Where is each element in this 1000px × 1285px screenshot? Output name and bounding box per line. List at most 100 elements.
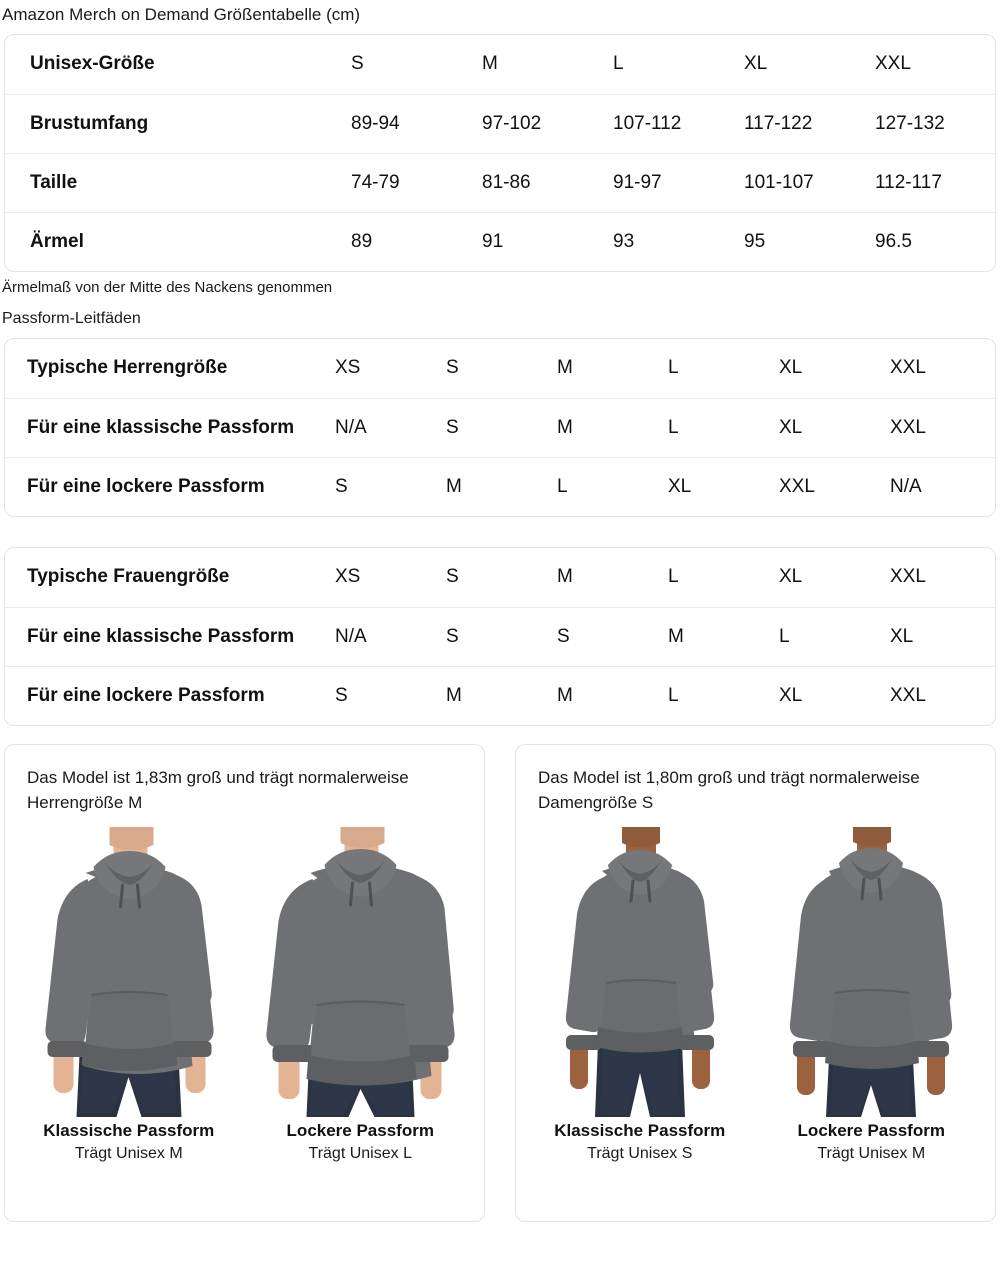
male-classic-fit-figure: Klassische Passform Trägt Unisex M [13, 827, 245, 1221]
unisex-size-table: Unisex-Größe S M L XL XXL Brustumfang 89… [5, 35, 995, 271]
size-column-header-l: L [613, 53, 624, 75]
table-row: Für eine lockere Passform S M M L XL XXL [5, 665, 995, 725]
page-title: Amazon Merch on Demand Größentabelle (cm… [2, 5, 361, 24]
cell-womens-relaxed-5: XL [779, 665, 890, 725]
table-row: Typische Herrengröße XS S M L XL XXL [5, 339, 995, 398]
cell-mens-relaxed-6: N/A [890, 456, 995, 516]
womens-fit-table: Typische Frauengröße XS S M L XL XXL Für… [5, 548, 995, 725]
cell-mens-relaxed-1: S [335, 456, 446, 516]
female-relaxed-fit-figure: Lockere Passform Trägt Unisex M [756, 827, 988, 1221]
cell-mens-typical-5: XL [779, 357, 803, 379]
female-relaxed-fit-label: Lockere Passform [797, 1121, 945, 1140]
male-model-relaxed-fit-hoodie-image [245, 827, 477, 1117]
cell-womens-relaxed-4: L [668, 665, 779, 725]
cell-womens-classic-1: N/A [335, 606, 446, 666]
size-table-header-label: Unisex-Größe [30, 53, 155, 75]
model-cards-container: Das Model ist 1,83m groß und trägt norma… [4, 744, 996, 1222]
table-row: Für eine klassische Passform N/A S S M L… [5, 606, 995, 666]
male-model-caption: Das Model ist 1,83m groß und trägt norma… [27, 768, 409, 812]
cell-womens-typical-5: XL [779, 566, 803, 588]
cell-womens-typical-1: XS [335, 566, 361, 588]
male-relaxed-fit-sublabel: Trägt Unisex L [308, 1145, 412, 1162]
cell-chest-xl: 117-122 [744, 93, 875, 153]
cell-womens-typical-2: S [446, 566, 459, 588]
cell-mens-classic-2: S [446, 397, 557, 457]
cell-sleeve-s: 89 [351, 211, 482, 271]
womens-fit-table-card: Typische Frauengröße XS S M L XL XXL Für… [4, 547, 996, 726]
male-model-figures: Klassische Passform Trägt Unisex M [5, 815, 484, 1221]
table-row: Typische Frauengröße XS S M L XL XXL [5, 548, 995, 607]
cell-womens-relaxed-1: S [335, 665, 446, 725]
cell-waist-xxl: 112-117 [875, 152, 995, 212]
male-relaxed-fit-label: Lockere Passform [286, 1121, 434, 1140]
table-header-row: Unisex-Größe S M L XL XXL [5, 35, 995, 94]
cell-mens-relaxed-5: XXL [779, 456, 890, 516]
cell-womens-typical-4: L [668, 566, 679, 588]
row-label-mens-classic-fit: Für eine klassische Passform [5, 397, 335, 457]
cell-womens-relaxed-2: M [446, 665, 557, 725]
row-label-typical-womens-size: Typische Frauengröße [27, 566, 230, 588]
cell-womens-classic-2: S [446, 606, 557, 666]
row-label-chest: Brustumfang [5, 93, 351, 153]
cell-waist-s: 74-79 [351, 152, 482, 212]
female-relaxed-fit-sublabel: Trägt Unisex M [817, 1145, 926, 1162]
male-classic-fit-label: Klassische Passform [43, 1121, 215, 1140]
cell-waist-l: 91-97 [613, 152, 744, 212]
male-classic-fit-sublabel: Trägt Unisex M [74, 1145, 183, 1162]
cell-mens-typical-6: XXL [890, 357, 926, 379]
mens-fit-table: Typische Herrengröße XS S M L XL XXL Für… [5, 339, 995, 516]
cell-womens-typical-3: M [557, 566, 573, 588]
cell-mens-classic-5: XL [779, 397, 890, 457]
row-label-mens-relaxed-fit: Für eine lockere Passform [5, 456, 335, 516]
size-column-header-xl: XL [744, 53, 768, 75]
cell-womens-relaxed-3: M [557, 665, 668, 725]
size-column-header-m: M [482, 53, 498, 75]
table-row: Taille 74-79 81-86 91-97 101-107 112-117 [5, 152, 995, 212]
cell-womens-relaxed-6: XXL [890, 665, 995, 725]
cell-sleeve-l: 93 [613, 211, 744, 271]
cell-womens-typical-6: XXL [890, 566, 926, 588]
cell-sleeve-xl: 95 [744, 211, 875, 271]
cell-mens-typical-3: M [557, 357, 573, 379]
cell-chest-s: 89-94 [351, 93, 482, 153]
mens-fit-table-card: Typische Herrengröße XS S M L XL XXL Für… [4, 338, 996, 517]
male-model-card: Das Model ist 1,83m groß und trägt norma… [4, 744, 485, 1222]
row-label-womens-relaxed-fit: Für eine lockere Passform [5, 665, 335, 725]
female-model-relaxed-fit-hoodie-image [756, 827, 988, 1117]
cell-mens-relaxed-4: XL [668, 456, 779, 516]
cell-womens-classic-5: L [779, 606, 890, 666]
cell-chest-xxl: 127-132 [875, 93, 995, 153]
sleeve-measurement-note: Ärmelmaß von der Mitte des Nackens genom… [2, 279, 333, 296]
cell-womens-classic-3: S [557, 606, 668, 666]
cell-sleeve-m: 91 [482, 211, 613, 271]
size-column-header-s: S [351, 53, 364, 75]
cell-mens-classic-4: L [668, 397, 779, 457]
cell-mens-relaxed-3: L [557, 456, 668, 516]
cell-chest-m: 97-102 [482, 93, 613, 153]
cell-sleeve-xxl: 96.5 [875, 211, 995, 271]
female-model-caption: Das Model ist 1,80m groß und trägt norma… [538, 768, 920, 812]
cell-mens-typical-1: XS [335, 357, 361, 379]
cell-mens-relaxed-2: M [446, 456, 557, 516]
cell-womens-classic-4: M [668, 606, 779, 666]
table-row: Brustumfang 89-94 97-102 107-112 117-122… [5, 93, 995, 153]
female-model-card: Das Model ist 1,80m groß und trägt norma… [515, 744, 996, 1222]
cell-waist-xl: 101-107 [744, 152, 875, 212]
cell-mens-typical-2: S [446, 357, 459, 379]
cell-womens-classic-6: XL [890, 606, 995, 666]
fit-guides-heading: Passform-Leitfäden [2, 310, 141, 327]
female-classic-fit-label: Klassische Passform [554, 1121, 726, 1140]
size-column-header-xxl: XXL [875, 53, 911, 75]
table-row: Für eine klassische Passform N/A S M L X… [5, 397, 995, 457]
female-model-classic-fit-hoodie-image [524, 827, 756, 1117]
cell-chest-l: 107-112 [613, 93, 744, 153]
cell-mens-classic-1: N/A [335, 397, 446, 457]
cell-mens-typical-4: L [668, 357, 679, 379]
unisex-size-table-card: Unisex-Größe S M L XL XXL Brustumfang 89… [4, 34, 996, 272]
row-label-womens-classic-fit: Für eine klassische Passform [5, 606, 335, 666]
row-label-sleeve: Ärmel [5, 211, 351, 271]
cell-mens-classic-6: XXL [890, 397, 995, 457]
row-label-waist: Taille [5, 152, 351, 212]
female-classic-fit-sublabel: Trägt Unisex S [587, 1145, 693, 1162]
female-model-figures: Klassische Passform Trägt Unisex S [516, 815, 995, 1221]
